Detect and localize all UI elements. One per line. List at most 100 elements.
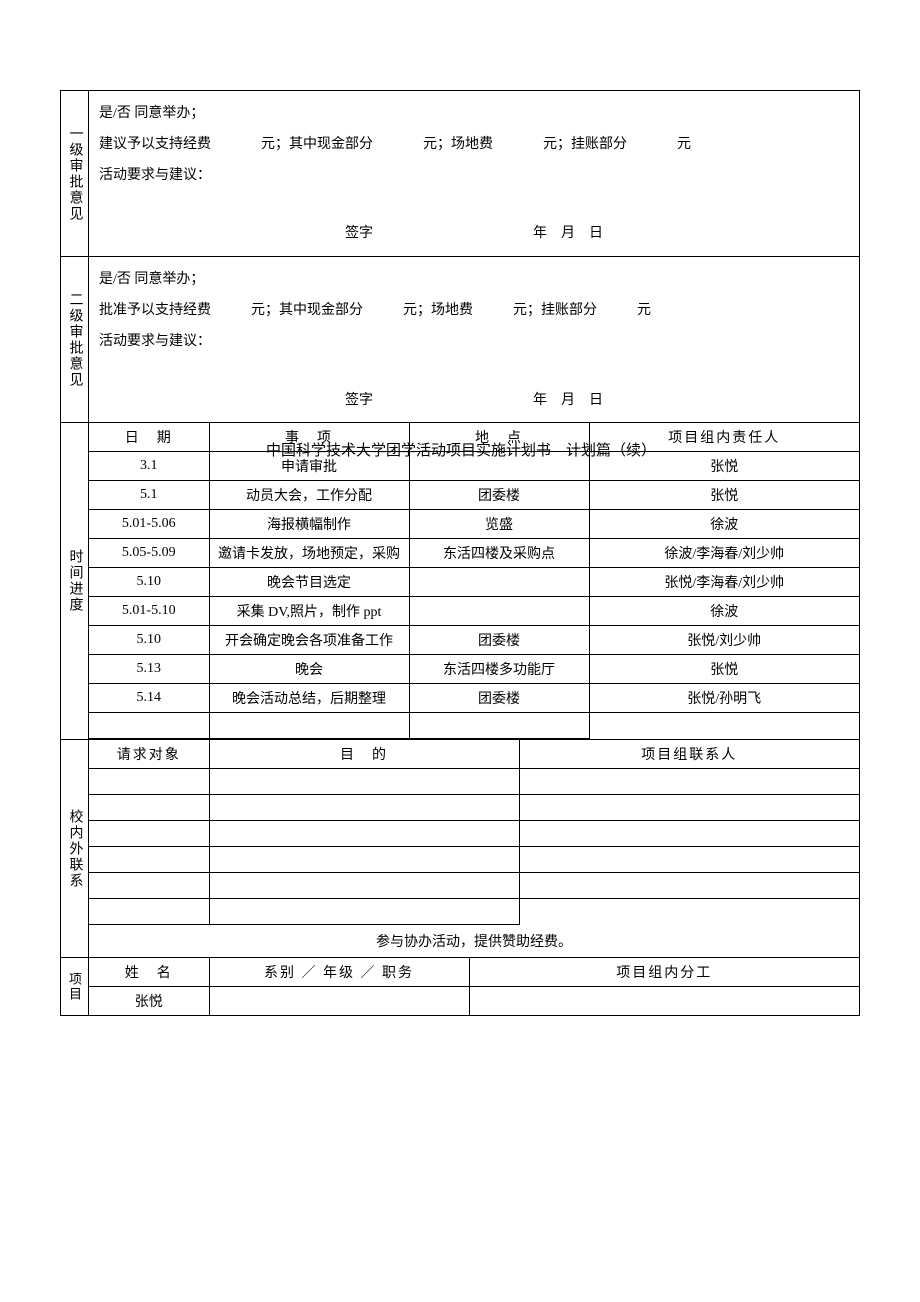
liaison-row bbox=[89, 847, 859, 873]
schedule-cell-item: 邀请卡发放，场地预定，采购 bbox=[209, 539, 409, 568]
approval2-label-text: 二级审批意见 bbox=[65, 292, 85, 388]
liaison-body: 请求对象 目 的 项目组联系人 参与协办活动，提供赞助经费。 bbox=[89, 740, 859, 957]
schedule-cell-person: 张悦/李海春/刘少帅 bbox=[589, 568, 859, 597]
team-role bbox=[469, 987, 859, 1016]
approval2-line3: 活动要求与建议： bbox=[99, 327, 849, 358]
team-h-name: 姓 名 bbox=[89, 958, 209, 987]
schedule-body: 日 期 事 项 地 点 项目组内责任人 3.1申请审批张悦5.1动员大会，工作分… bbox=[89, 423, 859, 739]
approval-level1-row: 一级审批意见 是/否 同意举办； 建议予以支持经费 元；其中现金部分 元；场地费… bbox=[61, 91, 859, 257]
liaison-label: 校内外联系 bbox=[61, 740, 89, 957]
liaison-row bbox=[89, 769, 859, 795]
liaison-h-purpose: 目 的 bbox=[209, 740, 519, 769]
liaison-row bbox=[89, 821, 859, 847]
approval1-line2: 建议予以支持经费 元；其中现金部分 元；场地费 元；挂账部分 元 bbox=[99, 130, 849, 161]
schedule-cell-item: 申请审批 bbox=[209, 452, 409, 481]
team-name: 张悦 bbox=[89, 987, 209, 1016]
approval-level2-row: 二级审批意见 是/否 同意举办； 批准予以支持经费 元；其中现金部分 元；场地费… bbox=[61, 257, 859, 423]
schedule-cell-date: 5.01-5.10 bbox=[89, 597, 209, 626]
schedule-row: 3.1申请审批 张悦 bbox=[89, 452, 859, 481]
liaison-row bbox=[89, 899, 859, 925]
schedule-table: 日 期 事 项 地 点 项目组内责任人 3.1申请审批张悦5.1动员大会，工作分… bbox=[89, 423, 859, 739]
team-table: 姓 名 系别 ／ 年级 ／ 职务 项目组内分工 张悦 bbox=[89, 958, 859, 1015]
approval2-body: 是/否 同意举办； 批准予以支持经费 元；其中现金部分 元；场地费 元；挂账部分… bbox=[89, 257, 859, 422]
schedule-row: 5.05-5.09邀请卡发放，场地预定，采购东活四楼及采购点徐波/李海春/刘少帅 bbox=[89, 539, 859, 568]
team-h-role: 项目组内分工 bbox=[469, 958, 859, 987]
liaison-row bbox=[89, 873, 859, 899]
approval1-signature-row: 签字 年 月 日 bbox=[99, 219, 849, 250]
form-container: 一级审批意见 是/否 同意举办； 建议予以支持经费 元；其中现金部分 元；场地费… bbox=[60, 90, 860, 1016]
schedule-section: 中国科学技术大学团学活动项目实施计划书 计划篇（续） 时间进度 日 期 事 项 … bbox=[61, 423, 859, 740]
schedule-cell-date: 5.01-5.06 bbox=[89, 510, 209, 539]
schedule-cell-item: 晚会节目选定 bbox=[209, 568, 409, 597]
liaison-label-text: 校内外联系 bbox=[65, 809, 85, 889]
approval1-date-label: 年 月 日 bbox=[533, 219, 603, 250]
team-header-row: 姓 名 系别 ／ 年级 ／ 职务 项目组内分工 bbox=[89, 958, 859, 987]
schedule-cell-date: 5.13 bbox=[89, 655, 209, 684]
schedule-cell-person: 张悦/孙明飞 bbox=[589, 684, 859, 713]
schedule-cell-person: 张悦 bbox=[589, 655, 859, 684]
team-label-text: 项目 bbox=[65, 972, 84, 1002]
schedule-cell-place: 团委楼 bbox=[409, 684, 589, 713]
schedule-label-text: 时间进度 bbox=[65, 549, 85, 613]
schedule-cell-person: 张悦 bbox=[589, 481, 859, 510]
sched-h-date: 日 期 bbox=[89, 423, 209, 452]
schedule-cell-date: 5.14 bbox=[89, 684, 209, 713]
approval2-signature-row: 签字 年 月 日 bbox=[99, 386, 849, 417]
schedule-cell-person: 张悦/刘少帅 bbox=[589, 626, 859, 655]
approval2-sig-label: 签字 bbox=[345, 386, 373, 417]
approval1-sig-label: 签字 bbox=[345, 219, 373, 250]
team-section: 项目 姓 名 系别 ／ 年级 ／ 职务 项目组内分工 张悦 bbox=[61, 958, 859, 1016]
schedule-cell-item: 采集 DV,照片，制作 ppt bbox=[209, 597, 409, 626]
schedule-cell-item: 开会确定晚会各项准备工作 bbox=[209, 626, 409, 655]
team-dept bbox=[209, 987, 469, 1016]
approval1-label: 一级审批意见 bbox=[61, 91, 89, 256]
schedule-cell-place bbox=[409, 597, 589, 626]
schedule-row: 5.10晚会节目选定 张悦/李海春/刘少帅 bbox=[89, 568, 859, 597]
schedule-row: 5.1动员大会，工作分配团委楼张悦 bbox=[89, 481, 859, 510]
approval2-label: 二级审批意见 bbox=[61, 257, 89, 422]
liaison-h-target: 请求对象 bbox=[89, 740, 209, 769]
sched-h-item: 事 项 bbox=[209, 423, 409, 452]
team-row: 张悦 bbox=[89, 987, 859, 1016]
approval2-line1: 是/否 同意举办； bbox=[99, 265, 849, 296]
schedule-cell-person: 徐波 bbox=[589, 510, 859, 539]
schedule-cell-place bbox=[409, 452, 589, 481]
schedule-row: 5.01-5.06海报横幅制作览盛徐波 bbox=[89, 510, 859, 539]
approval1-line3: 活动要求与建议： bbox=[99, 161, 849, 192]
schedule-cell-person: 徐波/李海春/刘少帅 bbox=[589, 539, 859, 568]
approval1-body: 是/否 同意举办； 建议予以支持经费 元；其中现金部分 元；场地费 元；挂账部分… bbox=[89, 91, 859, 256]
schedule-cell-place: 东活四楼及采购点 bbox=[409, 539, 589, 568]
liaison-section: 校内外联系 请求对象 目 的 项目组联系人 参与协办活动，提供赞助经费。 bbox=[61, 740, 859, 958]
schedule-cell-date: 5.10 bbox=[89, 568, 209, 597]
liaison-h-contact: 项目组联系人 bbox=[519, 740, 859, 769]
schedule-row: 5.10开会确定晚会各项准备工作团委楼张悦/刘少帅 bbox=[89, 626, 859, 655]
approval2-date-label: 年 月 日 bbox=[533, 386, 603, 417]
schedule-cell-place: 东活四楼多功能厅 bbox=[409, 655, 589, 684]
liaison-header-row: 请求对象 目 的 项目组联系人 bbox=[89, 740, 859, 769]
schedule-cell-item: 海报横幅制作 bbox=[209, 510, 409, 539]
liaison-table: 请求对象 目 的 项目组联系人 bbox=[89, 740, 859, 925]
schedule-cell-place: 览盛 bbox=[409, 510, 589, 539]
schedule-cell-item: 晚会活动总结，后期整理 bbox=[209, 684, 409, 713]
schedule-label: 时间进度 bbox=[61, 423, 89, 739]
schedule-cell-date: 3.1 bbox=[89, 452, 209, 481]
schedule-row: 5.01-5.10采集 DV,照片，制作 ppt 徐波 bbox=[89, 597, 859, 626]
approval2-line2: 批准予以支持经费 元；其中现金部分 元；场地费 元；挂账部分 元 bbox=[99, 296, 849, 327]
schedule-cell-place: 团委楼 bbox=[409, 626, 589, 655]
approval1-label-text: 一级审批意见 bbox=[65, 126, 85, 222]
schedule-cell-person: 张悦 bbox=[589, 452, 859, 481]
liaison-row bbox=[89, 795, 859, 821]
approval1-line1: 是/否 同意举办； bbox=[99, 99, 849, 130]
schedule-cell-date: 5.10 bbox=[89, 626, 209, 655]
schedule-cell-date: 5.05-5.09 bbox=[89, 539, 209, 568]
team-label: 项目 bbox=[61, 958, 89, 1015]
schedule-row: 5.13晚会东活四楼多功能厅张悦 bbox=[89, 655, 859, 684]
team-h-dept: 系别 ／ 年级 ／ 职务 bbox=[209, 958, 469, 987]
sched-h-place: 地 点 bbox=[409, 423, 589, 452]
schedule-cell-item: 动员大会，工作分配 bbox=[209, 481, 409, 510]
schedule-cell-item: 晚会 bbox=[209, 655, 409, 684]
schedule-cell-person: 徐波 bbox=[589, 597, 859, 626]
liaison-note: 参与协办活动，提供赞助经费。 bbox=[89, 925, 859, 957]
schedule-header-row: 日 期 事 项 地 点 项目组内责任人 bbox=[89, 423, 859, 452]
schedule-cell-place: 团委楼 bbox=[409, 481, 589, 510]
